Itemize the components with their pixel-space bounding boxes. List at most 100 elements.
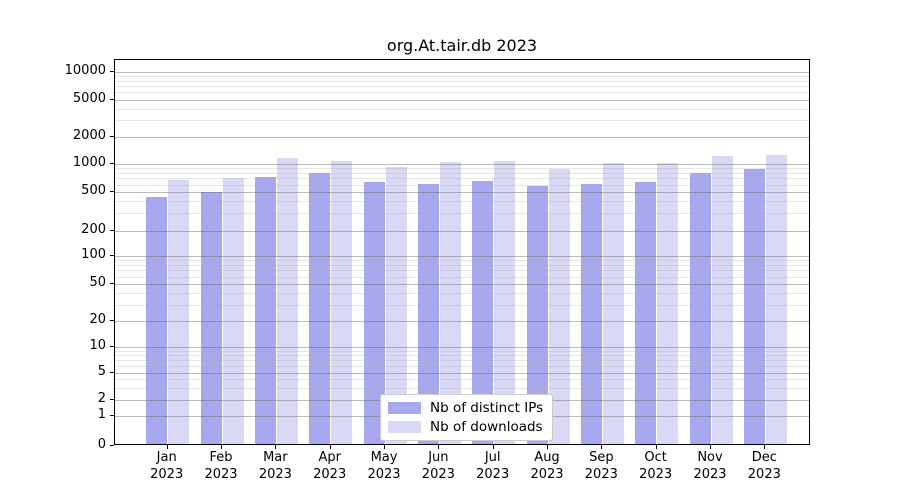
x-tick-mark xyxy=(764,445,766,449)
bar-distinct-ips xyxy=(472,181,494,444)
grid-major-line xyxy=(115,321,809,322)
y-tick-label: 50 xyxy=(89,275,106,290)
x-tick-mark xyxy=(329,445,331,449)
x-tick-label: Oct 2023 xyxy=(639,450,673,482)
bar-distinct-ips xyxy=(200,192,222,444)
grid-minor-line xyxy=(115,265,809,266)
legend-swatch-distinct-ips xyxy=(388,402,421,414)
bar-distinct-ips xyxy=(580,183,602,444)
y-tick-mark xyxy=(110,229,114,231)
bar-distinct-ips xyxy=(526,185,548,444)
grid-major-line xyxy=(115,71,809,73)
grid-minor-line xyxy=(115,365,809,367)
bar-downloads xyxy=(276,158,298,444)
y-tick-mark xyxy=(110,70,114,72)
grid-minor-line xyxy=(115,108,809,110)
x-tick-mark xyxy=(710,445,711,449)
x-tick-mark xyxy=(601,445,603,449)
y-tick-label: 10000 xyxy=(64,62,106,78)
bar-downloads xyxy=(222,178,244,444)
legend-item-downloads: Nb of downloads xyxy=(388,419,543,435)
x-tick-mark xyxy=(438,445,440,449)
x-tick-label: Apr 2023 xyxy=(313,450,347,482)
x-tick-mark xyxy=(547,445,548,449)
y-tick-label: 200 xyxy=(81,221,106,237)
grid-major-line xyxy=(115,99,809,101)
y-tick-mark xyxy=(110,255,114,256)
bar-distinct-ips xyxy=(363,181,385,444)
bar-distinct-ips xyxy=(417,183,439,444)
grid-major-line xyxy=(115,347,809,348)
bar-distinct-ips xyxy=(309,173,331,444)
grid-minor-line xyxy=(115,355,809,357)
grid-minor-line xyxy=(115,360,809,362)
grid-minor-line xyxy=(115,379,809,381)
x-tick-mark xyxy=(655,445,657,449)
bar-downloads xyxy=(439,161,461,444)
x-tick-label: Mar 2023 xyxy=(258,450,292,482)
y-tick-label: 5 xyxy=(97,363,106,379)
y-tick-mark xyxy=(110,283,114,284)
grid-minor-line xyxy=(115,213,809,215)
bar-downloads xyxy=(494,160,516,444)
x-tick-mark xyxy=(166,445,168,449)
grid-minor-line xyxy=(115,201,809,203)
legend-label: Nb of downloads xyxy=(430,419,543,435)
y-tick-mark xyxy=(110,98,114,100)
bar-downloads xyxy=(385,166,407,444)
bar-distinct-ips xyxy=(689,172,711,444)
bar-downloads xyxy=(765,154,787,444)
x-tick-label: Dec 2023 xyxy=(747,450,781,482)
grid-minor-line xyxy=(115,120,809,122)
grid-minor-line xyxy=(115,178,809,180)
bar-downloads xyxy=(711,156,733,444)
bar-downloads xyxy=(331,160,353,444)
y-tick-label: 1 xyxy=(97,407,106,422)
y-tick-label: 5000 xyxy=(72,90,106,106)
y-tick-label: 0 xyxy=(97,436,106,452)
y-tick-label: 2000 xyxy=(72,128,106,143)
grid-major-line xyxy=(115,230,809,232)
legend: Nb of distinct IPs Nb of downloads xyxy=(380,394,554,441)
y-tick-label: 20 xyxy=(89,312,106,327)
grid-minor-line xyxy=(115,350,809,352)
grid-major-line xyxy=(115,256,809,257)
y-tick-mark xyxy=(110,444,114,446)
y-tick-label: 500 xyxy=(81,183,106,198)
y-tick-label: 10 xyxy=(89,338,106,353)
grid-minor-line xyxy=(115,293,809,294)
bar-downloads xyxy=(657,162,679,444)
x-tick-label: Jun 2023 xyxy=(421,450,455,482)
grid-minor-line xyxy=(115,173,809,174)
chart-title: org.At.tair.db 2023 xyxy=(386,36,538,55)
grid-major-line xyxy=(115,372,809,374)
plot-area xyxy=(114,59,810,445)
grid-minor-line xyxy=(115,92,809,94)
grid-major-line xyxy=(115,284,809,285)
bar-distinct-ips xyxy=(743,169,765,444)
x-tick-mark xyxy=(492,445,494,449)
y-tick-mark xyxy=(110,415,114,416)
bar-distinct-ips xyxy=(254,176,276,444)
x-tick-label: Sep 2023 xyxy=(584,450,618,482)
x-tick-label: Aug 2023 xyxy=(530,450,564,482)
grid-minor-line xyxy=(115,387,809,389)
y-tick-mark xyxy=(110,346,114,347)
x-tick-label: Jan 2023 xyxy=(150,450,184,482)
grid-major-line xyxy=(115,137,809,138)
y-tick-label: 2 xyxy=(97,391,106,406)
grid-major-line xyxy=(115,192,809,193)
grid-minor-line xyxy=(115,276,809,278)
grid-minor-line xyxy=(115,75,809,77)
y-tick-label: 100 xyxy=(81,247,106,262)
grid-minor-line xyxy=(115,270,809,272)
bar-distinct-ips xyxy=(146,197,168,444)
bar-distinct-ips xyxy=(635,182,657,444)
legend-swatch-downloads xyxy=(388,421,421,433)
y-tick-label: 1000 xyxy=(72,155,106,170)
y-tick-mark xyxy=(110,371,114,373)
y-tick-mark xyxy=(110,320,114,321)
bar-downloads xyxy=(602,162,624,444)
bar-downloads xyxy=(548,169,570,444)
